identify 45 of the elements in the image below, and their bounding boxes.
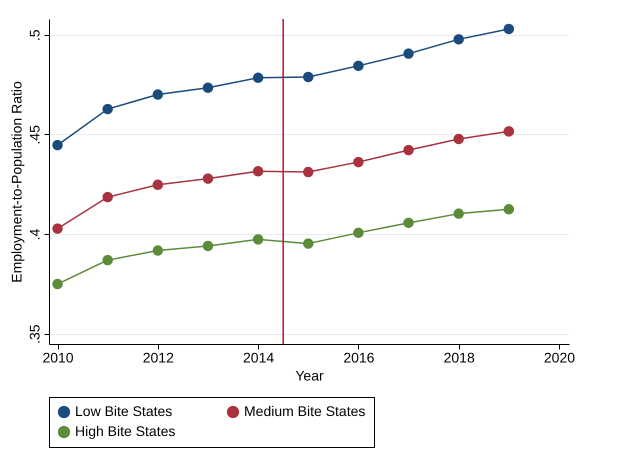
point [152,89,164,100]
point [403,218,414,228]
x-tick-label: 2010 [42,350,74,366]
point [303,166,314,178]
point [202,173,214,184]
y-axis-title: Employment-to-Population Ratio [8,81,24,283]
point [152,180,164,190]
x-tick-label: 2018 [444,350,475,366]
y-tick-label: .5 [26,29,42,42]
legend-label: High Bite States [75,423,176,439]
point [453,134,464,144]
point [353,156,364,168]
point [152,245,164,256]
point [202,240,214,252]
x-tick-label: 2020 [544,350,576,366]
point [52,278,63,290]
y-tick-label: .45 [26,124,42,145]
legend-label: Medium Bite States [244,403,366,419]
point [453,208,464,219]
point [353,228,364,238]
point [52,140,63,150]
point [102,104,113,114]
point [403,48,414,59]
point [353,60,364,72]
point [252,72,264,84]
point [403,144,414,156]
point [453,34,464,45]
point [252,166,264,176]
point [504,24,514,34]
point [102,254,113,266]
point [102,192,113,202]
point [303,72,314,82]
x-tick-label: 2016 [343,350,375,366]
x-axis-title: Year [295,368,324,384]
point [504,126,514,137]
legend-label: Low Bite States [75,403,172,419]
point [202,82,214,93]
point [252,234,264,245]
x-tick-label: 2014 [243,350,274,366]
y-tick-label: .4 [26,228,42,240]
point [504,204,514,215]
y-tick-label: .35 [26,324,42,344]
point [52,223,63,234]
x-tick-label: 2012 [142,350,174,366]
point [303,238,314,249]
